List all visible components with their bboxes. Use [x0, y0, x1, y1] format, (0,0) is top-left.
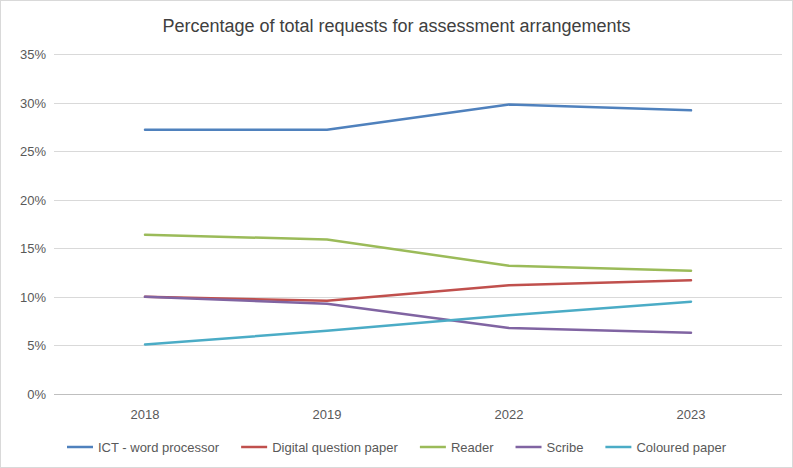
chart-svg: Percentage of total requests for assessm… [0, 0, 793, 468]
legend-item: Coloured paper [605, 440, 726, 455]
y-tick-label: 10% [20, 290, 46, 305]
grid [54, 55, 782, 395]
legend-item: Scribe [516, 440, 584, 455]
grid-line [54, 200, 782, 201]
chart-container: Percentage of total requests for assessm… [0, 0, 793, 468]
x-tick-label: 2023 [677, 407, 706, 422]
x-tick-label: 2019 [313, 407, 342, 422]
legend-item: ICT - word processor [67, 440, 220, 455]
grid-line [54, 54, 782, 55]
x-tick-label: 2018 [131, 407, 160, 422]
chart-title: Percentage of total requests for assessm… [162, 16, 630, 36]
series-line [145, 105, 691, 130]
legend-item: Reader [420, 440, 494, 455]
series-line [145, 297, 691, 333]
y-tick-label: 5% [27, 338, 46, 353]
x-axis-line [54, 394, 782, 395]
chart-border [1, 1, 793, 468]
series-line [145, 302, 691, 345]
y-tick-label: 25% [20, 144, 46, 159]
legend-item: Digital question paper [241, 440, 398, 455]
grid-line [54, 248, 782, 249]
grid-line [54, 151, 782, 152]
legend-label: Coloured paper [636, 440, 726, 455]
y-tick-label: 0% [27, 387, 46, 402]
x-tick-label: 2022 [495, 407, 524, 422]
grid-line [54, 345, 782, 346]
series-group [145, 105, 691, 345]
legend-swatch [516, 446, 542, 449]
y-tick-label: 15% [20, 241, 46, 256]
y-tick-label: 35% [20, 47, 46, 62]
y-tick-label: 20% [20, 193, 46, 208]
legend-label: ICT - word processor [98, 440, 220, 455]
legend-swatch [420, 446, 446, 449]
legend-swatch [67, 446, 93, 449]
y-tick-label: 30% [20, 96, 46, 111]
series-line [145, 280, 691, 300]
legend-label: Digital question paper [272, 440, 398, 455]
legend: ICT - word processor Digital question pap… [67, 440, 727, 455]
grid-line [54, 394, 782, 395]
legend-label: Scribe [547, 440, 584, 455]
legend-label: Reader [451, 440, 494, 455]
legend-swatch [605, 446, 631, 449]
grid-line [54, 103, 782, 104]
series-line [145, 235, 691, 271]
legend-swatch [241, 446, 267, 449]
